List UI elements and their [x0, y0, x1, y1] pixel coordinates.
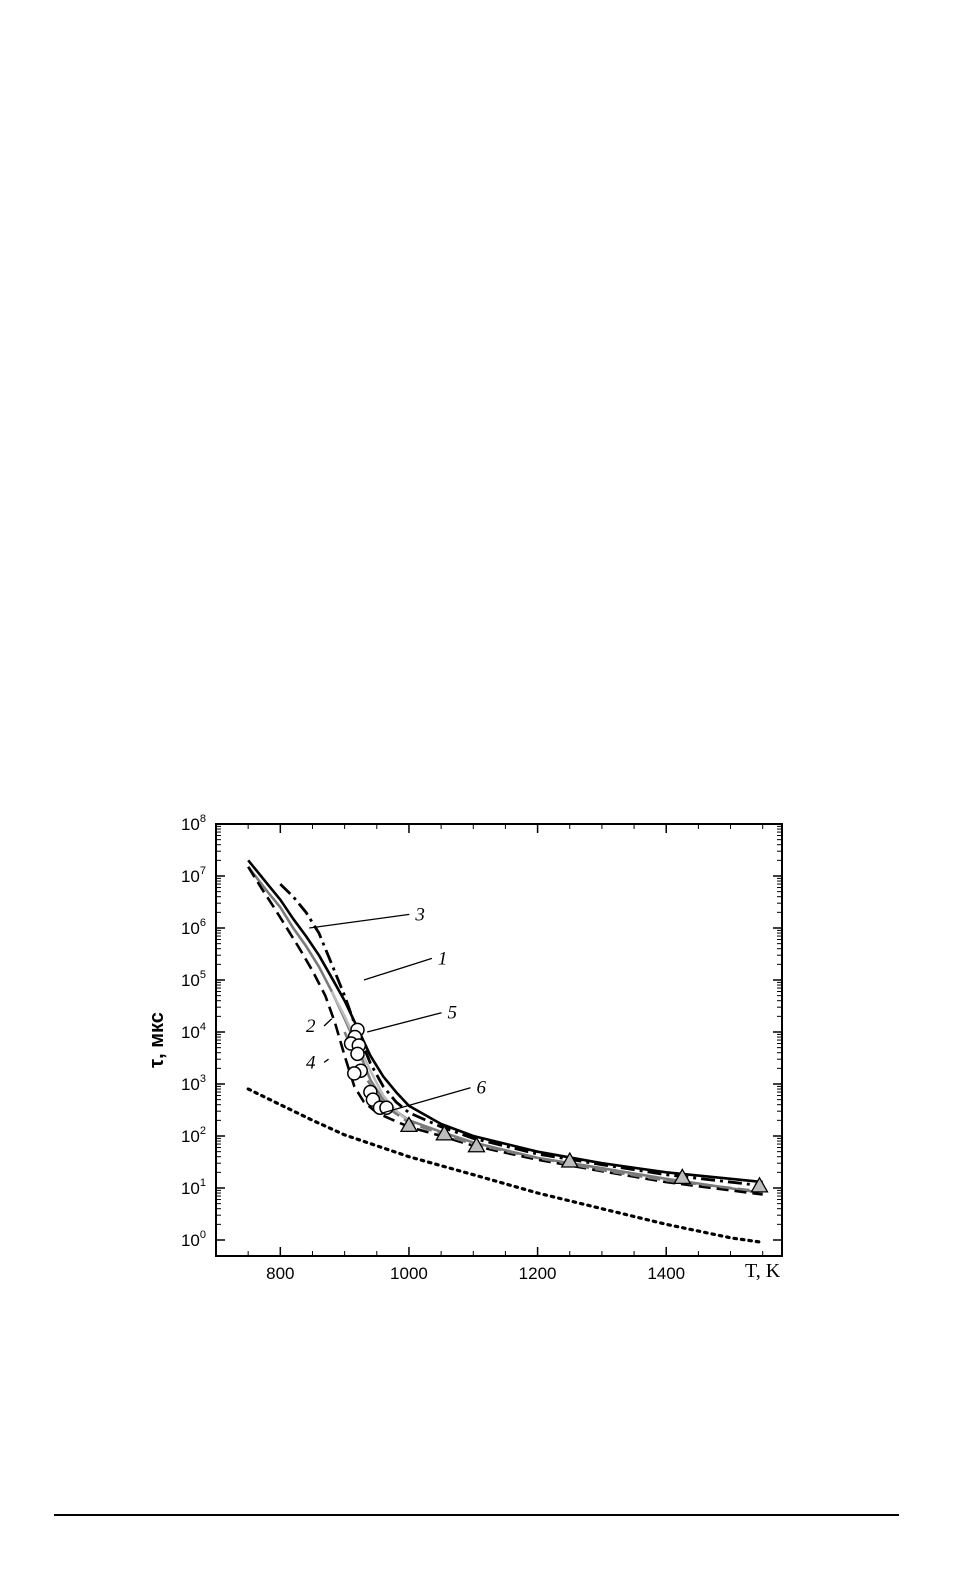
- y-tick-label: 105: [181, 969, 206, 990]
- y-tick-label: 107: [181, 865, 206, 886]
- data-point-triangle: [467, 1136, 486, 1153]
- y-tick-label: 104: [181, 1021, 206, 1042]
- curve-label: 2: [306, 1016, 316, 1037]
- annotation-leader: [323, 1058, 329, 1063]
- page-footer-rule: [54, 1514, 899, 1516]
- series-line-4: [247, 866, 763, 1196]
- data-point-triangle: [435, 1124, 454, 1141]
- series-layer: [246, 859, 765, 1244]
- annotation-layer: 1 2 3 4 5 6: [306, 904, 486, 1114]
- series-line-dotted: [246, 1087, 765, 1244]
- annotation-leader: [309, 913, 410, 929]
- y-axis-label: τ, мкс: [146, 1012, 168, 1068]
- y-tick-label: 103: [181, 1073, 206, 1094]
- curve-label: 1: [438, 948, 448, 969]
- x-tick-label: 1200: [519, 1264, 557, 1283]
- data-point-triangle: [560, 1151, 579, 1168]
- curve-label: 4: [306, 1052, 316, 1073]
- series-line-3: [279, 883, 763, 1188]
- y-tick-label: 108: [181, 813, 206, 834]
- annotation-leader: [323, 1018, 333, 1027]
- curve-label: 3: [414, 904, 425, 925]
- annotation-leader: [366, 1012, 442, 1033]
- series-line-2: [247, 866, 763, 1195]
- series-line-5: [330, 990, 410, 1123]
- annotation-leader: [383, 1087, 471, 1114]
- x-tick-label: 1000: [390, 1264, 428, 1283]
- curve-label: 6: [476, 1078, 486, 1099]
- y-tick-label: 106: [181, 917, 206, 938]
- y-tick-label: 100: [181, 1229, 206, 1250]
- curve-label: 5: [448, 1003, 458, 1024]
- plot-frame: [215, 823, 783, 1257]
- x-axis-label: T, K: [745, 1260, 781, 1282]
- y-tick-label: 102: [181, 1125, 206, 1146]
- data-point-circle: [350, 1046, 365, 1062]
- data-point-triangle: [750, 1176, 769, 1193]
- data-point-triangle: [673, 1168, 692, 1185]
- data-point-circle: [347, 1066, 362, 1081]
- y-tick-label: 101: [181, 1177, 206, 1198]
- marker-layer: [343, 1022, 769, 1193]
- x-tick-label: 1400: [647, 1264, 685, 1283]
- x-tick-label: 800: [266, 1264, 294, 1283]
- data-point-triangle: [399, 1116, 419, 1133]
- annotation-leader: [363, 957, 433, 981]
- series-line-1: [247, 859, 763, 1184]
